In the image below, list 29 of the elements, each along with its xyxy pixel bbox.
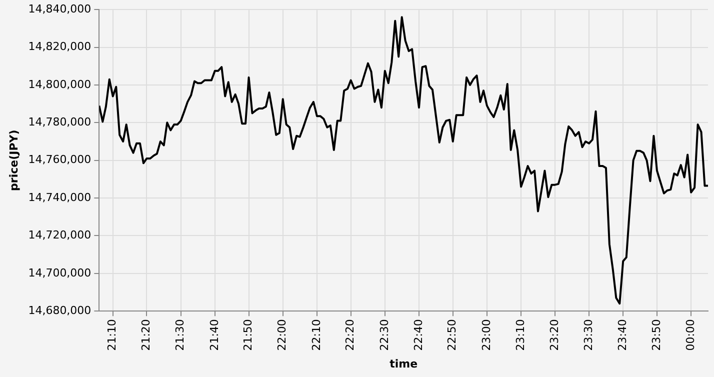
y-axis-title: price(JPY) (7, 130, 20, 191)
y-tick-label: 14,800,000 (28, 78, 92, 91)
x-tick-label: 22:10 (310, 319, 323, 351)
y-tick-label: 14,820,000 (28, 40, 92, 54)
y-tick-label: 14,720,000 (28, 228, 92, 242)
x-tick-label: 21:40 (208, 319, 221, 351)
x-tick-label: 23:10 (514, 319, 527, 351)
y-tick-label: 14,780,000 (28, 116, 92, 129)
y-tick-label: 14,680,000 (28, 304, 92, 317)
y-tick-label: 14,760,000 (28, 153, 92, 166)
x-tick-label: 21:10 (106, 319, 119, 351)
y-tick-label: 14,700,000 (28, 266, 92, 280)
y-tick-label: 14,840,000 (28, 2, 92, 16)
x-tick-label: 23:50 (650, 319, 663, 351)
x-tick-label: 22:00 (276, 319, 289, 351)
x-axis-title: time (390, 357, 418, 370)
x-tick-label: 21:30 (174, 319, 187, 351)
x-tick-label: 21:20 (140, 319, 153, 351)
x-tick-label: 22:50 (446, 319, 459, 351)
x-tick-label: 23:30 (582, 319, 595, 351)
x-tick-label: 00:00 (684, 319, 697, 351)
x-tick-label: 23:20 (548, 319, 561, 351)
x-tick-label: 23:00 (480, 319, 493, 351)
x-tick-label: 22:30 (378, 319, 391, 351)
x-tick-label: 23:40 (616, 319, 629, 351)
y-tick-label: 14,740,000 (28, 190, 92, 204)
x-tick-label: 22:20 (344, 319, 357, 351)
x-tick-label: 21:50 (242, 319, 255, 351)
x-tick-label: 22:40 (412, 319, 425, 351)
